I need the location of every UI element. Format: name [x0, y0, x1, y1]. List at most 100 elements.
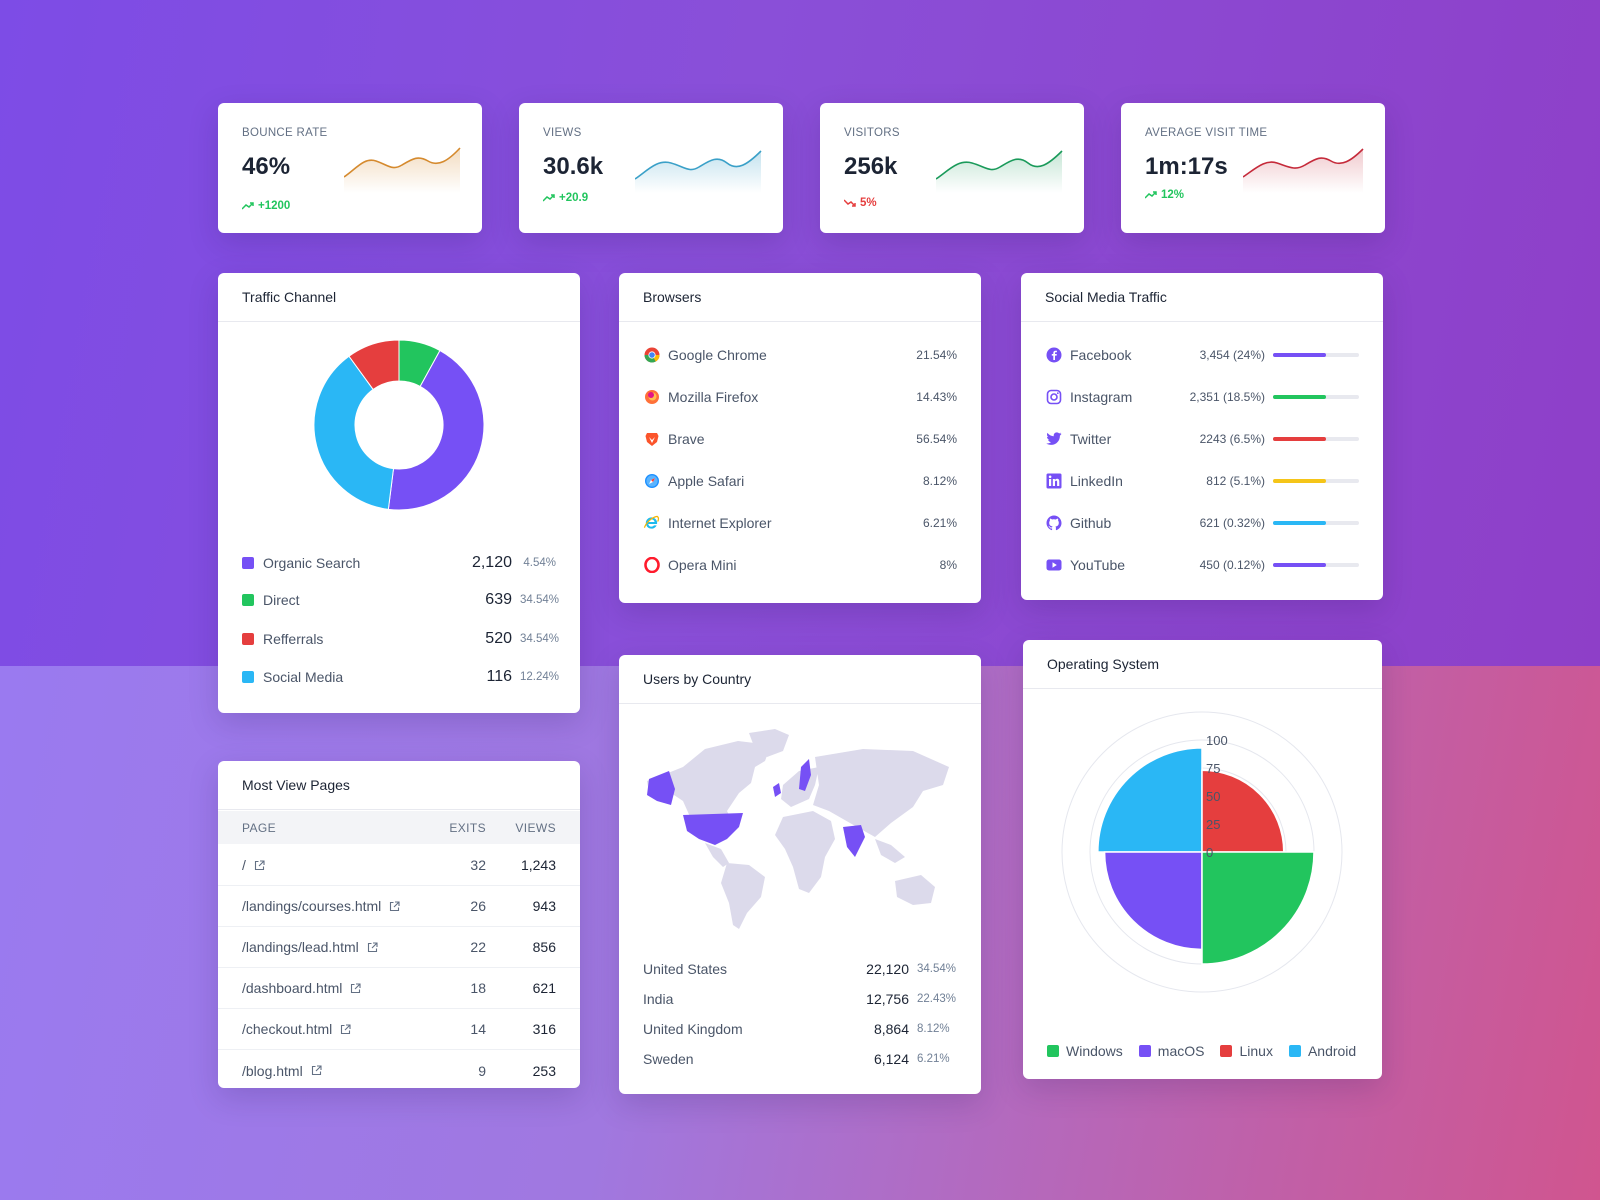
map-region-sweden[interactable]	[799, 759, 811, 791]
browser-row: Google Chrome 21.54%	[643, 344, 957, 366]
table-row: / 32 1,243	[218, 845, 580, 886]
legend-label: Refferrals	[263, 631, 324, 647]
stat-value: 256k	[844, 153, 898, 180]
legend-pct: 34.54%	[520, 594, 560, 606]
exits-cell: 26	[470, 898, 486, 914]
exits-cell: 32	[470, 857, 486, 873]
browser-name: Internet Explorer	[668, 515, 772, 531]
page-cell: /	[242, 857, 426, 873]
legend-item: Direct 639 34.54%	[242, 590, 560, 610]
stat-delta: 5%	[844, 197, 877, 209]
page-link[interactable]: /	[242, 857, 246, 873]
map-region-central-america[interactable]	[705, 843, 729, 867]
linkedin-icon	[1045, 473, 1062, 490]
stat-value: 1m:17s	[1145, 153, 1228, 180]
country-name: India	[643, 991, 674, 1007]
legend-swatch	[242, 633, 254, 645]
polar-segment-android[interactable]	[1097, 747, 1203, 853]
polar-tick-label: 100	[1206, 733, 1228, 748]
stat-card-bounce-rate: BOUNCE RATE 46% +1200	[218, 103, 482, 233]
social-name: Github	[1070, 515, 1112, 531]
external-link-icon[interactable]	[340, 1023, 351, 1035]
external-link-icon[interactable]	[367, 941, 378, 953]
map-region-africa[interactable]	[775, 811, 835, 893]
map-region-australia[interactable]	[895, 875, 935, 905]
social-bar-track	[1273, 479, 1359, 483]
polar-segment-windows[interactable]	[1201, 851, 1315, 965]
column-header-views[interactable]: VIEWS	[515, 820, 556, 835]
donut-slice-refferrals[interactable]	[348, 339, 400, 391]
page-link[interactable]: /landings/courses.html	[242, 898, 382, 914]
country-row: United Kingdom 8,864 8.12%	[643, 1019, 957, 1039]
card-title: Browsers	[619, 273, 981, 322]
page-cell: /checkout.html	[242, 1021, 426, 1037]
traffic-donut-chart	[313, 339, 485, 511]
browser-row: Apple Safari 8.12%	[643, 470, 957, 492]
map-region-united-states[interactable]	[683, 813, 743, 845]
stat-card-average-visit-time: AVERAGE VISIT TIME 1m:17s 12%	[1121, 103, 1385, 233]
map-region-alaska[interactable]	[647, 771, 675, 805]
legend-label: Social Media	[263, 669, 344, 685]
country-value: 22,120	[866, 961, 909, 977]
table-row: /landings/lead.html 22 856	[218, 927, 580, 968]
map-region-india[interactable]	[843, 825, 865, 857]
map-region-united-kingdom[interactable]	[773, 783, 781, 797]
social-stat: 3,454 (24%)	[1199, 348, 1265, 362]
views-cell: 316	[532, 1021, 556, 1037]
legend-item: Organic Search 2,120 4.54%	[242, 553, 556, 573]
ie-icon	[643, 515, 660, 532]
page-link[interactable]: /landings/lead.html	[242, 939, 359, 955]
page-link[interactable]: /checkout.html	[242, 1021, 333, 1037]
polar-segment-macos[interactable]	[1103, 851, 1203, 951]
social-row-github: Github 621 (0.32%)	[1045, 512, 1359, 534]
legend-swatch	[242, 594, 254, 606]
map-region-greenland[interactable]	[749, 729, 789, 757]
youtube-icon	[1045, 557, 1062, 574]
stat-card-visitors: VISITORS 256k 5%	[820, 103, 1084, 233]
column-header-exits[interactable]: EXITS	[449, 820, 486, 835]
social-bar-fill	[1273, 395, 1327, 399]
browser-name: Apple Safari	[668, 473, 745, 489]
social-bar-fill	[1273, 563, 1327, 567]
map-region-north-america[interactable]	[647, 741, 771, 837]
browser-pct: 21.54%	[916, 348, 957, 362]
social-name: Instagram	[1070, 389, 1133, 405]
legend-pct: 4.54%	[523, 557, 556, 569]
legend-swatch	[242, 671, 254, 683]
map-region-south-america[interactable]	[721, 863, 765, 929]
stat-card-views: VIEWS 30.6k +20.9	[519, 103, 783, 233]
legend-item-windows[interactable]: Windows	[1047, 1043, 1123, 1059]
stat-delta: +1200	[242, 200, 290, 212]
map-region-southeast-asia[interactable]	[875, 839, 905, 863]
social-bar-fill	[1273, 437, 1327, 441]
browser-row: Opera Mini 8%	[643, 554, 957, 576]
legend-item-macos[interactable]: macOS	[1138, 1043, 1204, 1059]
country-pct: 8.12%	[917, 1023, 950, 1035]
column-header-page[interactable]: PAGE	[242, 820, 277, 835]
external-link-icon[interactable]	[311, 1065, 322, 1076]
table-header: PAGE EXITS VIEWS	[218, 811, 580, 844]
page-cell: /landings/lead.html	[242, 939, 426, 955]
page-link[interactable]: /blog.html	[242, 1062, 303, 1079]
external-link-icon[interactable]	[389, 900, 400, 912]
polar-segment-linux[interactable]	[1201, 769, 1285, 853]
donut-slice-organic-search[interactable]	[387, 349, 485, 511]
browser-row: Internet Explorer 6.21%	[643, 512, 957, 534]
legend-item-android[interactable]: Android	[1288, 1043, 1356, 1059]
os-polar-area-chart: 100 75 50 25 0	[1061, 711, 1343, 993]
world-map	[647, 729, 949, 929]
legend-item: Refferrals 520 34.54%	[242, 629, 560, 649]
stat-label: VIEWS	[543, 127, 582, 139]
page-link[interactable]: /dashboard.html	[242, 980, 343, 996]
legend-swatch	[1288, 1045, 1301, 1057]
legend-item-linux[interactable]: Linux	[1220, 1043, 1273, 1059]
views-cell: 943	[532, 898, 556, 914]
trend-down-icon	[844, 199, 856, 207]
stat-delta: 12%	[1145, 189, 1184, 201]
stat-value: 30.6k	[543, 153, 604, 180]
external-link-icon[interactable]	[254, 859, 265, 871]
legend-pct: 34.54%	[520, 633, 560, 645]
map-region-asia[interactable]	[813, 749, 949, 837]
external-link-icon[interactable]	[350, 982, 361, 994]
donut-slice-social-media[interactable]	[313, 355, 395, 510]
